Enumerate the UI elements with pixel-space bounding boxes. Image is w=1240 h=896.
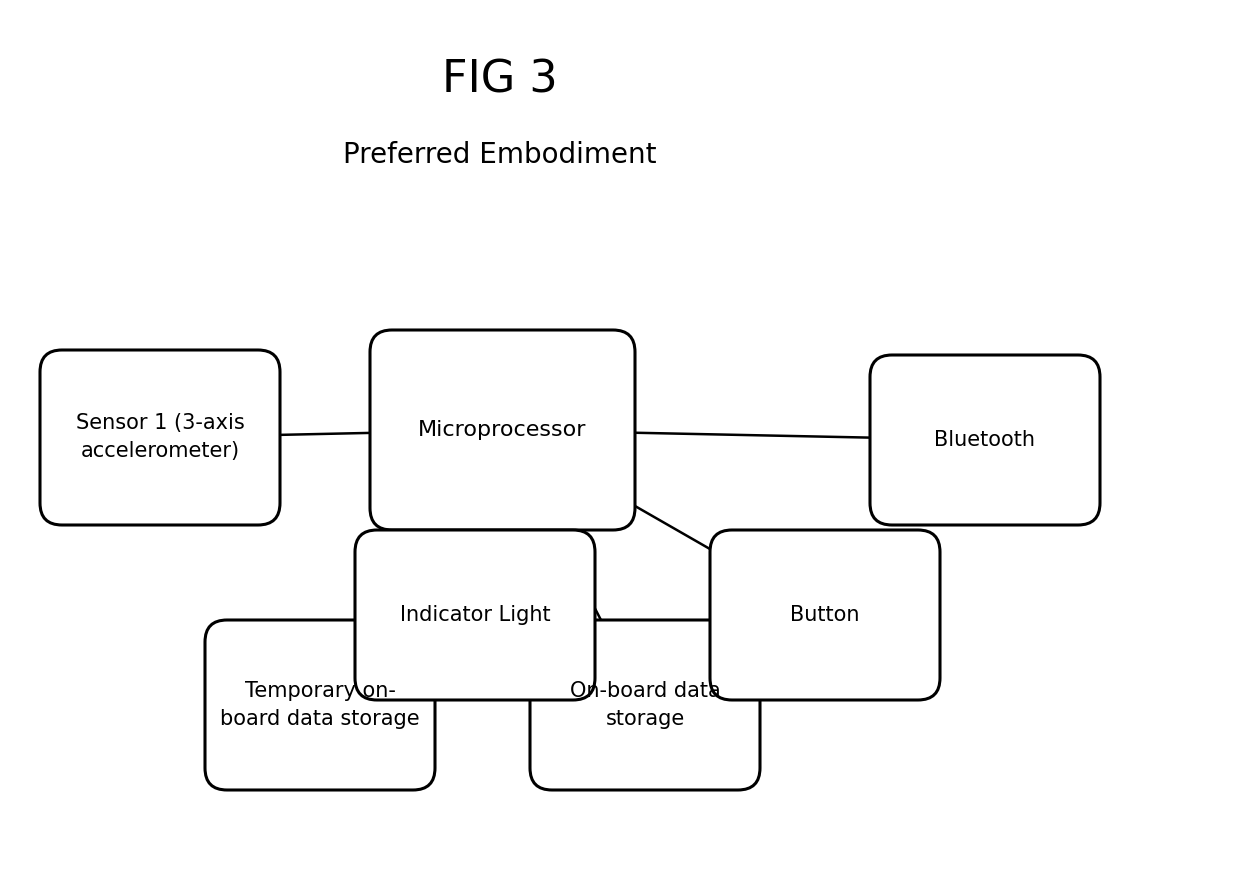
Text: FIG 3: FIG 3 xyxy=(443,58,558,101)
Text: Button: Button xyxy=(790,605,859,625)
FancyBboxPatch shape xyxy=(370,330,635,530)
Text: Temporary on-
board data storage: Temporary on- board data storage xyxy=(221,681,420,729)
Text: Microprocessor: Microprocessor xyxy=(418,420,587,440)
FancyBboxPatch shape xyxy=(205,620,435,790)
Text: On-board data
storage: On-board data storage xyxy=(569,681,720,729)
Text: Preferred Embodiment: Preferred Embodiment xyxy=(343,141,657,169)
Text: Sensor 1 (3-axis
accelerometer): Sensor 1 (3-axis accelerometer) xyxy=(76,413,244,461)
FancyBboxPatch shape xyxy=(40,350,280,525)
FancyBboxPatch shape xyxy=(711,530,940,700)
FancyBboxPatch shape xyxy=(529,620,760,790)
FancyBboxPatch shape xyxy=(355,530,595,700)
FancyBboxPatch shape xyxy=(870,355,1100,525)
Text: Indicator Light: Indicator Light xyxy=(399,605,551,625)
Text: Bluetooth: Bluetooth xyxy=(935,430,1035,450)
